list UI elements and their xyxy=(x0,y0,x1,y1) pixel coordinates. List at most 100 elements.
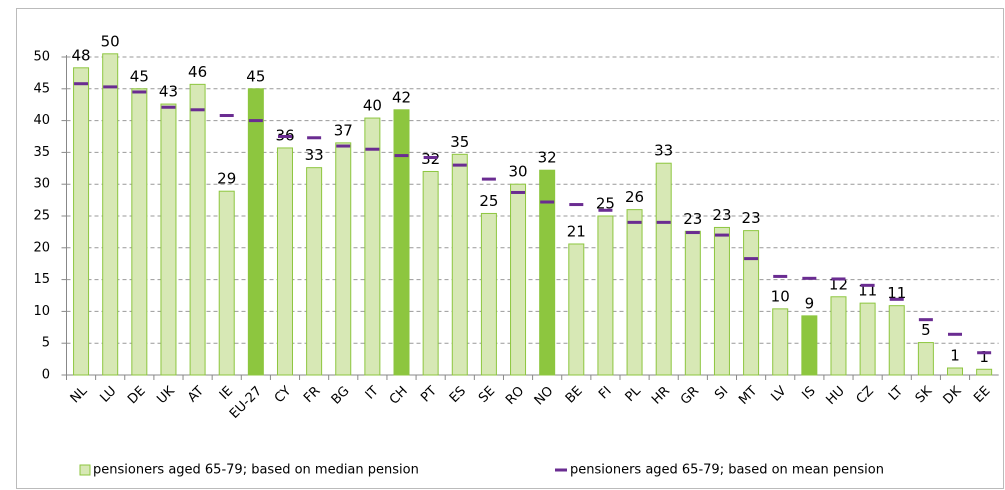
bar xyxy=(772,308,789,376)
x-tick-label: PL xyxy=(623,383,645,405)
bar xyxy=(626,209,643,376)
mean-marker xyxy=(423,155,438,159)
y-tick-label: 10 xyxy=(33,304,50,319)
x-tick-label: CZ xyxy=(854,384,877,407)
x-tick-label: RO xyxy=(503,384,527,408)
value-label: 23 xyxy=(712,206,731,224)
mean-marker xyxy=(161,105,176,109)
mean-marker xyxy=(190,108,205,112)
mean-marker xyxy=(773,274,788,278)
value-label: 40 xyxy=(363,97,382,115)
mean-marker xyxy=(336,144,351,148)
bar xyxy=(510,183,527,376)
value-label: 37 xyxy=(334,121,353,139)
bar xyxy=(451,153,468,376)
y-tick-label: 20 xyxy=(33,240,50,255)
bar xyxy=(539,169,556,376)
bar xyxy=(393,109,410,376)
bar xyxy=(364,117,381,376)
value-label: 45 xyxy=(130,67,149,85)
x-tick-label: UK xyxy=(154,383,178,407)
y-tick-label: 40 xyxy=(33,113,50,128)
mean-marker xyxy=(103,85,118,89)
value-label: 45 xyxy=(246,67,265,85)
bar xyxy=(830,296,847,376)
mean-marker xyxy=(627,220,642,224)
value-label: 1 xyxy=(950,347,960,365)
bar xyxy=(947,367,964,376)
bar xyxy=(859,302,876,376)
value-label: 11 xyxy=(887,284,906,302)
bar xyxy=(888,305,905,376)
mean-marker xyxy=(307,136,322,140)
y-tick-label: 5 xyxy=(42,336,50,351)
bar xyxy=(655,162,672,376)
y-tick-label: 15 xyxy=(33,272,50,287)
y-tick-label: 45 xyxy=(33,81,50,96)
x-tick-label: DE xyxy=(125,384,149,408)
mean-marker xyxy=(248,119,263,123)
mean-marker xyxy=(656,220,671,224)
bar xyxy=(976,368,993,376)
x-tick-label: DK xyxy=(941,383,965,407)
x-tick-label: LU xyxy=(97,384,119,406)
mean-marker xyxy=(598,208,613,212)
x-tick-label: SK xyxy=(913,383,936,406)
x-tick-label: IS xyxy=(799,384,818,403)
bar xyxy=(422,170,439,376)
x-tick-label: BG xyxy=(329,384,353,408)
x-tick-label: MT xyxy=(736,384,760,408)
mean-marker xyxy=(481,177,496,181)
y-tick-label: 0 xyxy=(42,368,50,383)
value-label: 21 xyxy=(567,222,586,240)
mean-marker xyxy=(219,114,234,118)
mean-marker xyxy=(714,233,729,237)
x-tick-label: AT xyxy=(185,384,207,406)
bar xyxy=(102,53,119,376)
y-tick-label: 50 xyxy=(33,50,50,65)
value-label: 5 xyxy=(921,321,931,339)
value-label: 25 xyxy=(596,195,615,213)
x-tick-label: CH xyxy=(387,384,411,408)
mean-marker xyxy=(889,297,904,301)
value-label: 9 xyxy=(805,294,815,312)
x-tick-label: BE xyxy=(563,384,586,407)
value-label: 25 xyxy=(479,192,498,210)
value-label: 46 xyxy=(188,63,207,81)
bar xyxy=(247,88,264,376)
bar xyxy=(684,230,701,376)
legend-label: pensioners aged 65-79; based on median p… xyxy=(93,463,419,478)
bar xyxy=(189,83,206,376)
bar xyxy=(713,226,730,376)
bar xyxy=(218,190,235,376)
bar xyxy=(597,215,614,376)
bar xyxy=(568,243,585,376)
mean-marker xyxy=(132,90,147,94)
bar xyxy=(276,147,293,376)
bar xyxy=(917,342,934,376)
value-label: 30 xyxy=(508,163,527,181)
x-tick-label: SE xyxy=(476,384,498,406)
mean-marker xyxy=(277,135,292,138)
value-label: 32 xyxy=(538,149,557,167)
value-label: 50 xyxy=(101,32,120,50)
x-tick-label: LV xyxy=(769,384,790,405)
value-label: 26 xyxy=(625,188,644,206)
x-tick-label: ES xyxy=(447,384,469,406)
bar xyxy=(131,88,148,376)
value-label: 35 xyxy=(450,133,469,151)
x-tick-label: FR xyxy=(301,384,323,406)
x-tick-label: HR xyxy=(649,384,673,408)
mean-marker xyxy=(918,318,933,322)
bar xyxy=(480,212,497,376)
mean-marker xyxy=(511,190,526,194)
legend-label: pensioners aged 65-79; based on mean pen… xyxy=(570,463,884,478)
bar xyxy=(743,230,760,376)
value-label: 33 xyxy=(305,146,324,164)
y-tick-label: 30 xyxy=(33,177,50,192)
bar xyxy=(801,315,818,376)
value-label: 1 xyxy=(979,348,989,366)
legend-swatch xyxy=(555,468,567,472)
value-label: 43 xyxy=(159,83,178,101)
x-tick-label: FI xyxy=(596,384,615,403)
